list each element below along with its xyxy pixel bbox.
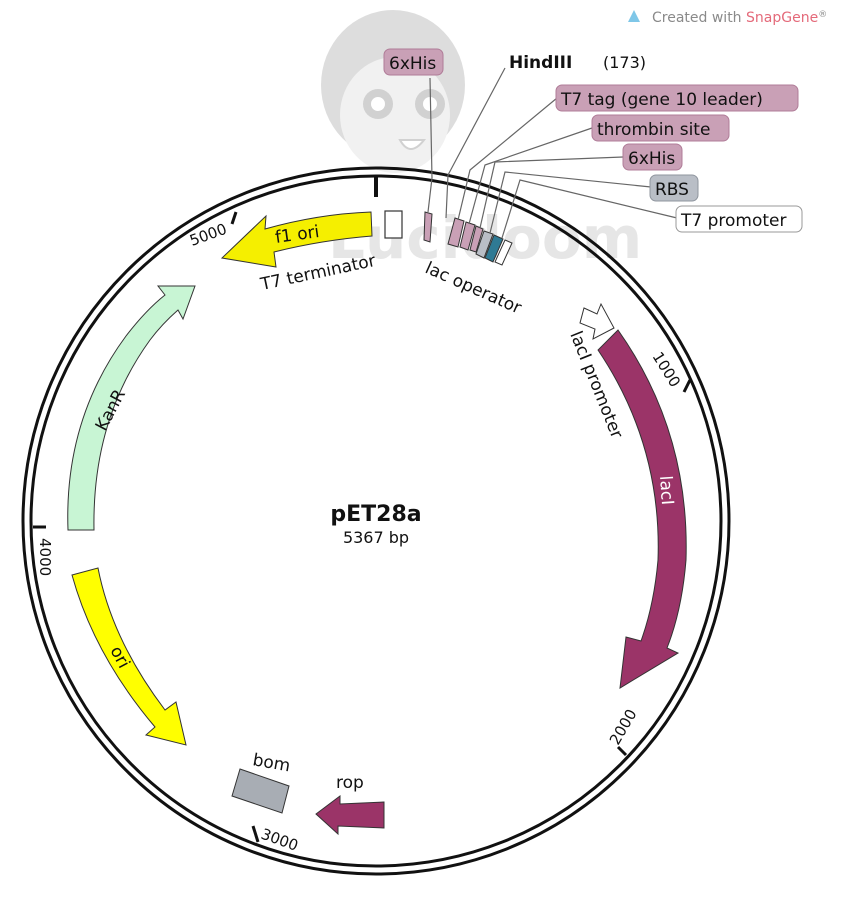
- feature-t7-tag: [447, 217, 465, 248]
- callout-t7-tag: T7 tag (gene 10 leader): [555, 84, 799, 112]
- site-enzyme: HindIII: [509, 53, 572, 73]
- feature-laci: [597, 329, 687, 689]
- callout-t7-promoter: T7 promoter: [675, 205, 803, 233]
- callout-text: thrombin site: [597, 120, 710, 140]
- callout-lines: [427, 67, 678, 239]
- feature-6xhis-left: [423, 211, 433, 243]
- callout-text: 6xHis: [389, 54, 436, 74]
- snapgene-brand: Created with SnapGene®: [628, 10, 827, 26]
- feature-kanr: [67, 285, 196, 531]
- tick-label: 3000: [259, 825, 301, 855]
- callout-6xhis-left: 6xHis: [383, 48, 444, 76]
- backbone-outer: [21, 166, 731, 876]
- callout-text: T7 tag (gene 10 leader): [560, 90, 763, 110]
- feature-thrombin-site: [459, 221, 476, 251]
- label-laci: lacI: [655, 475, 677, 506]
- feature-laci-promoter: [579, 302, 615, 340]
- callout-text: RBS: [655, 180, 689, 200]
- label-bom: bom: [251, 750, 292, 776]
- tick-label: 4000: [36, 538, 54, 576]
- callout-rbs: RBS: [649, 174, 699, 202]
- restriction-site-hindiii: HindIII (173): [509, 53, 646, 73]
- brand-mark: ®: [818, 10, 827, 20]
- callout-text: 6xHis: [628, 149, 675, 169]
- callout-thrombin-site: thrombin site: [591, 114, 730, 142]
- feature-t7-terminator: [384, 210, 403, 239]
- callout-6xhis-right: 6xHis: [622, 143, 683, 171]
- feature-bom: [231, 768, 290, 814]
- feature-ori: [71, 567, 187, 746]
- feature-6xhis-right: [469, 225, 484, 253]
- site-position: (173): [603, 53, 646, 72]
- label-t7-terminator: T7 terminator: [258, 251, 378, 295]
- plasmid-name: pET28a: [330, 502, 421, 527]
- tick-label: 2000: [606, 706, 641, 748]
- tick-label: 5000: [187, 220, 229, 250]
- feature-lac-operator: [484, 234, 504, 263]
- svg-text:Created with SnapGene®: Created with SnapGene®: [652, 10, 827, 26]
- label-rop: rop: [336, 773, 364, 793]
- plasmid-length: 5367 bp: [343, 528, 409, 547]
- feature-f1-ori: [220, 211, 373, 268]
- brand-prefix: Created with: [652, 10, 746, 26]
- feature-rop: [315, 795, 385, 836]
- brand-name: SnapGene: [746, 10, 818, 26]
- feature-t7-promoter: [494, 239, 513, 266]
- callout-text: T7 promoter: [680, 211, 787, 231]
